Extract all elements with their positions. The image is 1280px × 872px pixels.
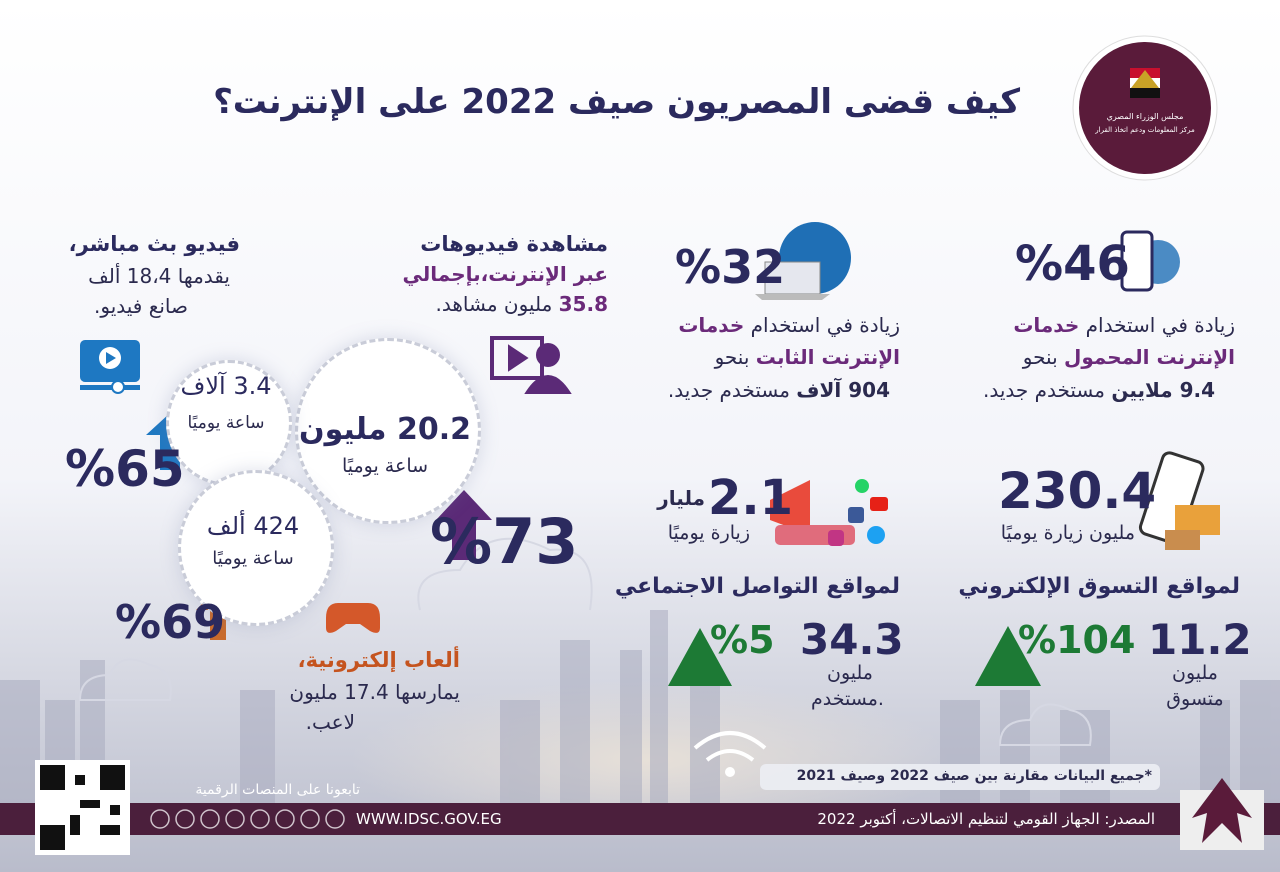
mobile-icon [1120,230,1180,292]
url[interactable]: WWW.IDSC.GOV.EG [356,810,502,828]
highlight: خدمات [1013,313,1080,337]
text: زيارة يوميًا [667,522,750,544]
number: 34.3 [800,615,904,664]
text: مليون [1172,662,1218,684]
social-links[interactable] [150,809,345,829]
highlight: عبر الإنترنت،بإجمالي [402,262,608,286]
number: 2.1 [708,470,794,526]
growth: %73 [430,505,579,578]
growth: %5 [710,618,775,662]
circle [295,338,481,524]
text: الإنترنت المحمول بنحو [935,345,1235,369]
text: بنحو [714,345,750,369]
logo-text: مركز المعلومات ودعم اتخاذ القرار [1095,126,1195,134]
text: مليون مشاهد. [435,292,553,316]
text: مستخدم جديد. [982,378,1105,402]
section-title: مشاهدة فيديوهات [420,232,608,256]
highlight: الإنترنت الثابت [755,345,900,369]
hours: 20.2 مليون [299,412,471,447]
circle [178,470,334,626]
circle [166,360,292,486]
logo [1079,42,1211,174]
text: 904 آلاف مستخدم جديد. [600,378,890,402]
footer-bar [0,803,1280,835]
text: مستخدم جديد. [667,378,790,402]
growth: %65 [65,440,185,498]
clouds [78,537,1092,746]
text: يمارسها 17.4 مليون [289,680,460,704]
text: الإنترنت الثابت بنحو [600,345,900,369]
text: ساعة يوميًا [341,455,429,477]
growth: %69 [115,595,226,649]
text: 35.8 مليون مشاهد. [360,292,608,316]
wifi-icon [693,731,767,777]
title: كيف قضى المصريون صيف 2022 على الإنترنت؟ [213,82,1020,122]
eagle-logo [1180,778,1264,850]
growth: %104 [1018,618,1136,662]
logo-text: مجلس الوزراء المصري [1106,112,1184,121]
text: زيادة في استخدام [750,313,900,337]
text: لاعب. [305,710,355,734]
percent: %46 [1015,236,1130,292]
text: مليار [657,486,705,510]
text: متسوق [1166,688,1224,710]
text: ساعة يوميًا [187,413,265,433]
text: عبر الإنترنت،بإجمالي [360,262,608,286]
video-icon [490,336,572,394]
text: مليون [827,662,873,684]
note-box [760,764,1160,790]
number: 230.4 [998,462,1157,520]
section-title: لمواقع التسوق الإلكتروني [958,574,1240,599]
text: مليون زيارة يوميًا [1000,522,1135,544]
text: زيادة في استخدام خدمات [600,313,900,337]
amount: 9.4 ملايين [1111,378,1215,402]
highlight: خدمات [678,313,745,337]
amount: 904 آلاف [796,378,890,402]
source: المصدر: الجهاز القومي لتنظيم الاتصالات، … [817,810,1155,828]
green-triangle [975,626,1041,686]
ecommerce-icon [1138,451,1220,550]
highlight: الإنترنت المحمول [1064,345,1235,369]
section-title: لمواقع التواصل الاجتماعي [614,574,900,599]
social-icon [770,479,888,546]
live-video-icon [80,340,140,394]
green-triangle [668,628,732,686]
arrow-up [436,490,492,560]
percent: %32 [675,240,786,294]
section-title: ألعاب إلكترونية، [297,648,460,672]
note: *جميع البيانات مقارنة بين صيف 2022 وصيف … [796,768,1152,784]
fixed-internet-icon [755,222,851,300]
number: 11.2 [1148,615,1252,664]
text: صانع فيديو. [94,294,188,318]
follow: تابعونا على المنصات الرقمية [195,782,360,798]
amount: 35.8 [558,292,608,316]
text: زيادة في استخدام [1085,313,1235,337]
section-title: فيديو بث مباشر، [68,232,240,256]
qr-pattern [40,765,125,850]
hours: 3.4 آلاف [180,372,272,400]
text: زيادة في استخدام خدمات [935,313,1235,337]
hours: 424 ألف [206,512,300,540]
text: بنحو [1022,345,1058,369]
text: 9.4 ملايين مستخدم جديد. [935,378,1215,402]
text: يقدمها 18،4 ألف [88,264,230,288]
text: مستخدم. [811,688,884,710]
text: ساعة يوميًا [212,548,294,569]
gamepad-icon [326,603,380,633]
